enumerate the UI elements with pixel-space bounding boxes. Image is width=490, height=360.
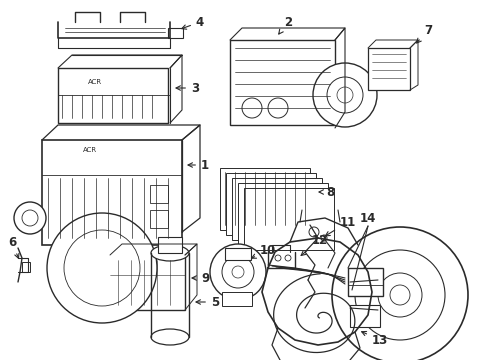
- Text: 8: 8: [319, 185, 334, 198]
- Circle shape: [378, 273, 422, 317]
- Text: 9: 9: [192, 271, 209, 284]
- Circle shape: [355, 250, 445, 340]
- Circle shape: [14, 202, 46, 234]
- Circle shape: [210, 244, 266, 300]
- Text: 6: 6: [8, 235, 19, 258]
- Ellipse shape: [151, 329, 189, 345]
- Text: 2: 2: [279, 15, 292, 34]
- Circle shape: [268, 98, 288, 118]
- Ellipse shape: [151, 245, 189, 261]
- Bar: [230, 40, 335, 125]
- Circle shape: [332, 227, 468, 360]
- Circle shape: [313, 63, 377, 127]
- Bar: [150, 210, 168, 228]
- Text: 7: 7: [416, 23, 432, 43]
- Bar: [42, 140, 182, 245]
- Bar: [238, 183, 328, 245]
- Bar: [226, 173, 316, 235]
- Circle shape: [275, 255, 281, 261]
- Circle shape: [64, 230, 140, 306]
- Bar: [350, 305, 380, 327]
- Bar: [22, 262, 30, 272]
- Bar: [348, 268, 383, 296]
- Bar: [150, 185, 168, 203]
- Text: 13: 13: [362, 332, 388, 346]
- Bar: [232, 178, 322, 240]
- Bar: [58, 68, 168, 123]
- Circle shape: [321, 235, 327, 241]
- Text: 5: 5: [196, 296, 219, 309]
- Circle shape: [222, 256, 254, 288]
- Circle shape: [47, 213, 157, 323]
- Text: 3: 3: [176, 81, 199, 95]
- Text: 1: 1: [188, 158, 209, 171]
- Text: 14: 14: [360, 212, 376, 225]
- Circle shape: [232, 266, 244, 278]
- Bar: [168, 28, 183, 38]
- Bar: [158, 237, 182, 253]
- Bar: [368, 48, 410, 90]
- Text: 11: 11: [325, 216, 356, 236]
- Bar: [110, 255, 185, 310]
- Circle shape: [22, 210, 38, 226]
- Text: 4: 4: [182, 15, 204, 29]
- Circle shape: [285, 255, 291, 261]
- Circle shape: [309, 227, 319, 237]
- Text: 10: 10: [251, 243, 276, 258]
- Text: 12: 12: [301, 234, 328, 256]
- Circle shape: [327, 77, 363, 113]
- Circle shape: [337, 87, 353, 103]
- Bar: [225, 248, 251, 260]
- Bar: [244, 188, 334, 250]
- Circle shape: [242, 98, 262, 118]
- Text: ACR: ACR: [83, 147, 97, 153]
- Bar: [220, 168, 310, 230]
- Circle shape: [390, 285, 410, 305]
- Bar: [222, 292, 252, 306]
- Text: ACR: ACR: [88, 79, 102, 85]
